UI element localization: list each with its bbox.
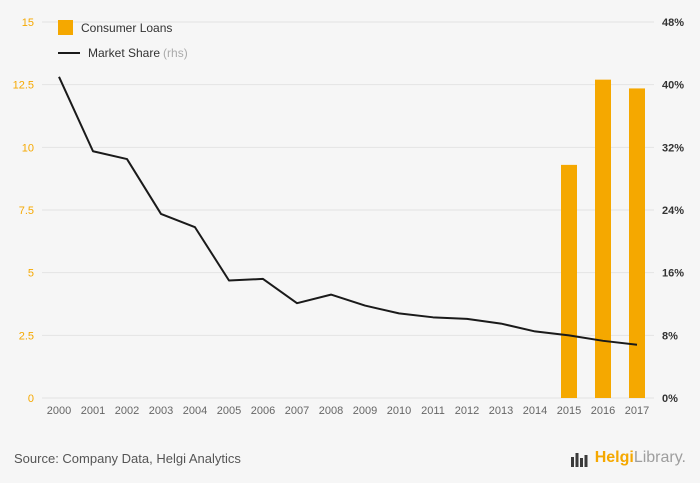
x-axis-label: 2011: [421, 405, 445, 417]
logo-text-library: Library.: [633, 449, 686, 466]
x-axis-label: 2003: [149, 405, 173, 417]
bar-2016: [595, 79, 611, 399]
helgi-logo-icon: [570, 452, 588, 467]
right-axis-tick: 48%: [662, 17, 684, 29]
x-axis-label: 2017: [625, 405, 649, 417]
x-axis-label: 2002: [115, 405, 139, 417]
source-text: Source: Company Data, Helgi Analytics: [14, 450, 241, 466]
right-axis-tick: 8%: [662, 330, 678, 342]
right-axis-tick: 24%: [662, 205, 684, 217]
right-axis-tick: 32%: [662, 142, 684, 154]
left-axis-tick: 15: [22, 17, 34, 29]
x-axis-label: 2009: [353, 405, 377, 417]
bar-2015: [561, 164, 577, 398]
x-axis-label: 2013: [489, 405, 513, 417]
legend-label-consumer-loans: Consumer Loans: [81, 20, 173, 35]
chart-container: 0 0% 2.5 8% 5 16% 7.5 24% 10 32% 12.5 40% 15 48% 2000 2…: [13, 17, 685, 417]
consumer-loans-swatch: [58, 20, 73, 35]
left-axis-tick: 5: [28, 268, 34, 280]
market-share-line: [58, 76, 638, 346]
right-axis-tick: 16%: [662, 268, 684, 280]
legend-item-consumer-loans: Consumer Loans: [58, 20, 188, 35]
bar-2017: [629, 88, 645, 398]
right-axis-tick: 0%: [662, 393, 678, 405]
x-axis-label: 2015: [557, 405, 581, 417]
left-axis-tick: 2.5: [19, 330, 34, 342]
right-axis-tick: 40%: [662, 80, 684, 92]
x-axis-label: 2016: [591, 405, 615, 417]
x-axis-label: 2014: [523, 405, 547, 417]
x-axis-label: 2000: [47, 405, 71, 417]
left-axis-tick: 10: [22, 142, 34, 154]
x-axis-label: 2008: [319, 405, 343, 417]
x-axis-label: 2012: [455, 405, 479, 417]
left-axis-tick: 7.5: [19, 205, 34, 217]
x-axis-label: 2001: [81, 405, 105, 417]
x-axis-label: 2010: [387, 405, 411, 417]
logo-text-helgi: Helgi: [594, 449, 634, 466]
chart-canvas: 0 0% 2.5 8% 5 16% 7.5 24% 10 32% 12.5 40% 15 48% 2000 2…: [13, 17, 685, 417]
legend-suffix-rhs: (rhs): [163, 46, 188, 60]
market-share-line-swatch: [58, 52, 80, 54]
x-axis-label: 2007: [285, 405, 309, 417]
legend-item-market-share: Market Share (rhs): [58, 44, 188, 62]
left-axis-tick: 12.5: [13, 80, 34, 92]
helgi-library-logo: HelgiLibrary.: [570, 449, 686, 467]
x-axis-label: 2006: [251, 405, 275, 417]
x-axis-label: 2004: [183, 405, 207, 417]
footer: Source: Company Data, Helgi Analytics He…: [0, 433, 700, 483]
legend-label-market-share: Market Share: [88, 46, 161, 60]
x-axis-label: 2005: [217, 405, 241, 417]
legend: Consumer Loans Market Share (rhs): [58, 20, 188, 62]
left-axis-tick: 0: [28, 393, 34, 405]
